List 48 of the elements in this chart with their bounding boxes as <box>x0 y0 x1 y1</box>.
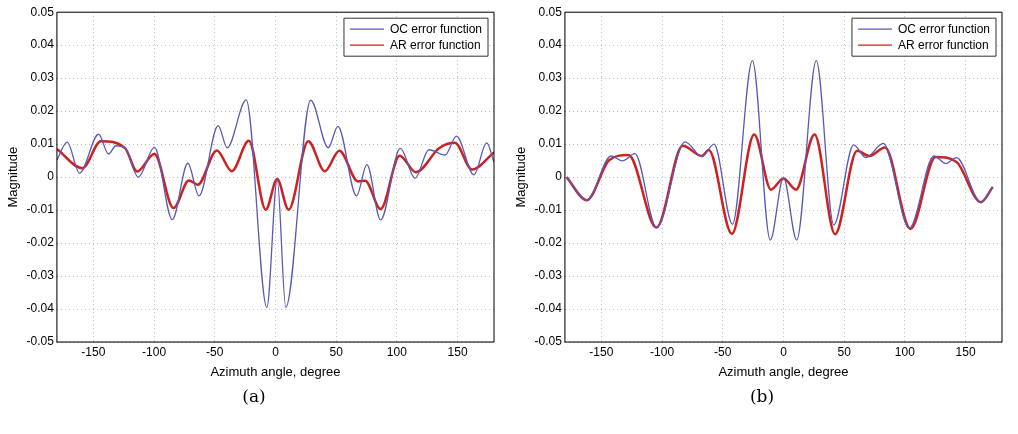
x-tick-label: -100 <box>142 344 167 359</box>
y-tick-label: 0 <box>47 169 55 184</box>
x-tick-label: 0 <box>272 344 280 359</box>
y-tick-label: 0.04 <box>538 37 563 52</box>
y-tick-label: 0.05 <box>30 4 55 19</box>
y-tick-label: -0.05 <box>534 334 563 349</box>
y-tick-label: -0.04 <box>26 301 55 316</box>
y-tick-label: -0.05 <box>26 334 55 349</box>
y-tick-label: 0.03 <box>538 70 563 85</box>
y-axis-title: Magnitude <box>5 146 21 208</box>
y-tick-label: -0.01 <box>26 202 55 217</box>
y-tick-label: 0.02 <box>538 103 563 118</box>
x-tick-label: -50 <box>206 344 224 359</box>
x-tick-label: -100 <box>650 344 675 359</box>
legend-label: AR error function <box>389 37 481 52</box>
x-tick-label: 150 <box>955 344 976 359</box>
x-axis-title: Azimuth angle, degree <box>210 363 341 379</box>
x-tick-label: 100 <box>894 344 916 359</box>
legend-label: OC error function <box>389 21 483 36</box>
x-tick-label: -150 <box>81 344 106 359</box>
x-tick-label: 50 <box>329 344 344 359</box>
y-tick-label: 0.04 <box>30 37 55 52</box>
x-tick-label: -150 <box>589 344 614 359</box>
y-tick-label: -0.03 <box>26 268 55 283</box>
y-tick-label: -0.01 <box>534 202 563 217</box>
line-series <box>56 99 494 309</box>
line-series <box>565 60 994 241</box>
y-tick-label: 0.02 <box>30 103 55 118</box>
y-tick-label: -0.02 <box>26 235 55 250</box>
text: (b) <box>748 386 776 406</box>
y-tick-label: 0.01 <box>30 136 55 151</box>
x-tick-label: 150 <box>447 344 468 359</box>
legend-label: AR error function <box>897 37 989 52</box>
text: (a) <box>241 386 267 406</box>
y-tick-label: 0.03 <box>30 70 55 85</box>
x-tick-label: 100 <box>386 344 408 359</box>
x-tick-label: -50 <box>714 344 732 359</box>
y-tick-label: 0.05 <box>538 4 563 19</box>
y-tick-label: -0.03 <box>534 268 563 283</box>
x-tick-label: 50 <box>837 344 852 359</box>
x-axis-title: Azimuth angle, degree <box>718 363 849 379</box>
x-tick-label: 0 <box>780 344 788 359</box>
y-tick-label: 0 <box>555 169 563 184</box>
y-tick-label: -0.04 <box>534 301 563 316</box>
y-tick-label: -0.02 <box>534 235 563 250</box>
legend-label: OC error function <box>897 21 991 36</box>
y-tick-label: 0.01 <box>538 136 563 151</box>
y-axis-title: Magnitude <box>513 146 529 208</box>
